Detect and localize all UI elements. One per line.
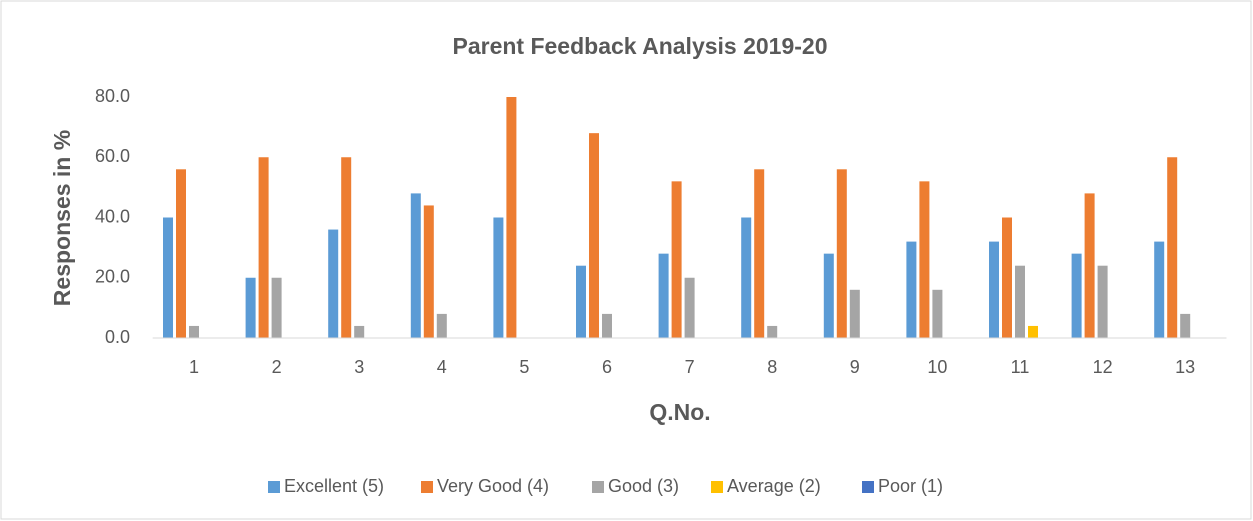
bar [271, 277, 282, 338]
x-tick-label: 3 [354, 357, 364, 377]
bar [258, 157, 269, 338]
x-tick-label: 9 [850, 357, 860, 377]
x-tick-label: 7 [685, 357, 695, 377]
legend-label: Poor (1) [878, 476, 943, 496]
bar [906, 241, 917, 338]
bar [684, 277, 695, 338]
x-tick-label: 6 [602, 357, 612, 377]
legend-label: Good (3) [608, 476, 679, 496]
x-tick-label: 10 [927, 357, 947, 377]
bar [341, 157, 352, 338]
y-axis-label: Responses in % [49, 130, 75, 306]
y-tick-label: 0.0 [105, 327, 130, 347]
bar [189, 325, 199, 338]
x-tick-label: 4 [437, 357, 447, 377]
legend-swatch [421, 481, 433, 493]
x-tick-label: 2 [272, 357, 282, 377]
y-tick-label: 40.0 [95, 206, 130, 226]
bar [1002, 217, 1012, 338]
bar [919, 181, 930, 338]
legend-swatch [592, 481, 604, 493]
bar [1154, 241, 1165, 338]
legend-label: Excellent (5) [284, 476, 384, 496]
x-tick-label: 8 [767, 357, 777, 377]
bar [423, 205, 434, 338]
bar [176, 169, 186, 338]
bar [823, 253, 834, 338]
bar [576, 265, 586, 338]
legend-swatch [711, 481, 723, 493]
bar [245, 277, 256, 338]
bar [436, 313, 447, 338]
x-tick-label: 11 [1011, 357, 1030, 377]
bar [1097, 265, 1108, 338]
x-axis-label: Q.No. [649, 399, 710, 425]
x-tick-label: 1 [189, 357, 199, 377]
bar [658, 253, 669, 338]
bar [1167, 157, 1178, 338]
bar [754, 169, 765, 338]
bar [1028, 325, 1038, 338]
x-tick-label: 5 [519, 357, 529, 377]
x-tick-label: 12 [1093, 357, 1113, 377]
legend-label: Average (2) [727, 476, 821, 496]
bar [741, 217, 752, 338]
bar [602, 313, 612, 338]
legend-swatch [268, 481, 280, 493]
bar [493, 217, 504, 338]
bar [410, 193, 421, 338]
bar [932, 289, 943, 338]
legend-swatch [862, 481, 874, 493]
bar [506, 97, 517, 338]
bar [989, 241, 999, 338]
bar [1015, 265, 1025, 338]
y-tick-label: 60.0 [95, 146, 130, 166]
legend-label: Very Good (4) [437, 476, 549, 496]
bar [1071, 253, 1082, 338]
bar [589, 133, 599, 338]
bar [836, 169, 847, 338]
bar [354, 325, 365, 338]
bar [163, 217, 173, 338]
bar [767, 325, 778, 338]
x-tick-label: 13 [1175, 357, 1195, 377]
y-tick-label: 20.0 [95, 267, 130, 287]
bar [1180, 313, 1191, 338]
bar [849, 289, 860, 338]
y-tick-label: 80.0 [95, 86, 130, 106]
bar [1084, 193, 1095, 338]
bar [328, 229, 339, 338]
bar [671, 181, 682, 338]
chart-title: Parent Feedback Analysis 2019-20 [452, 33, 827, 59]
